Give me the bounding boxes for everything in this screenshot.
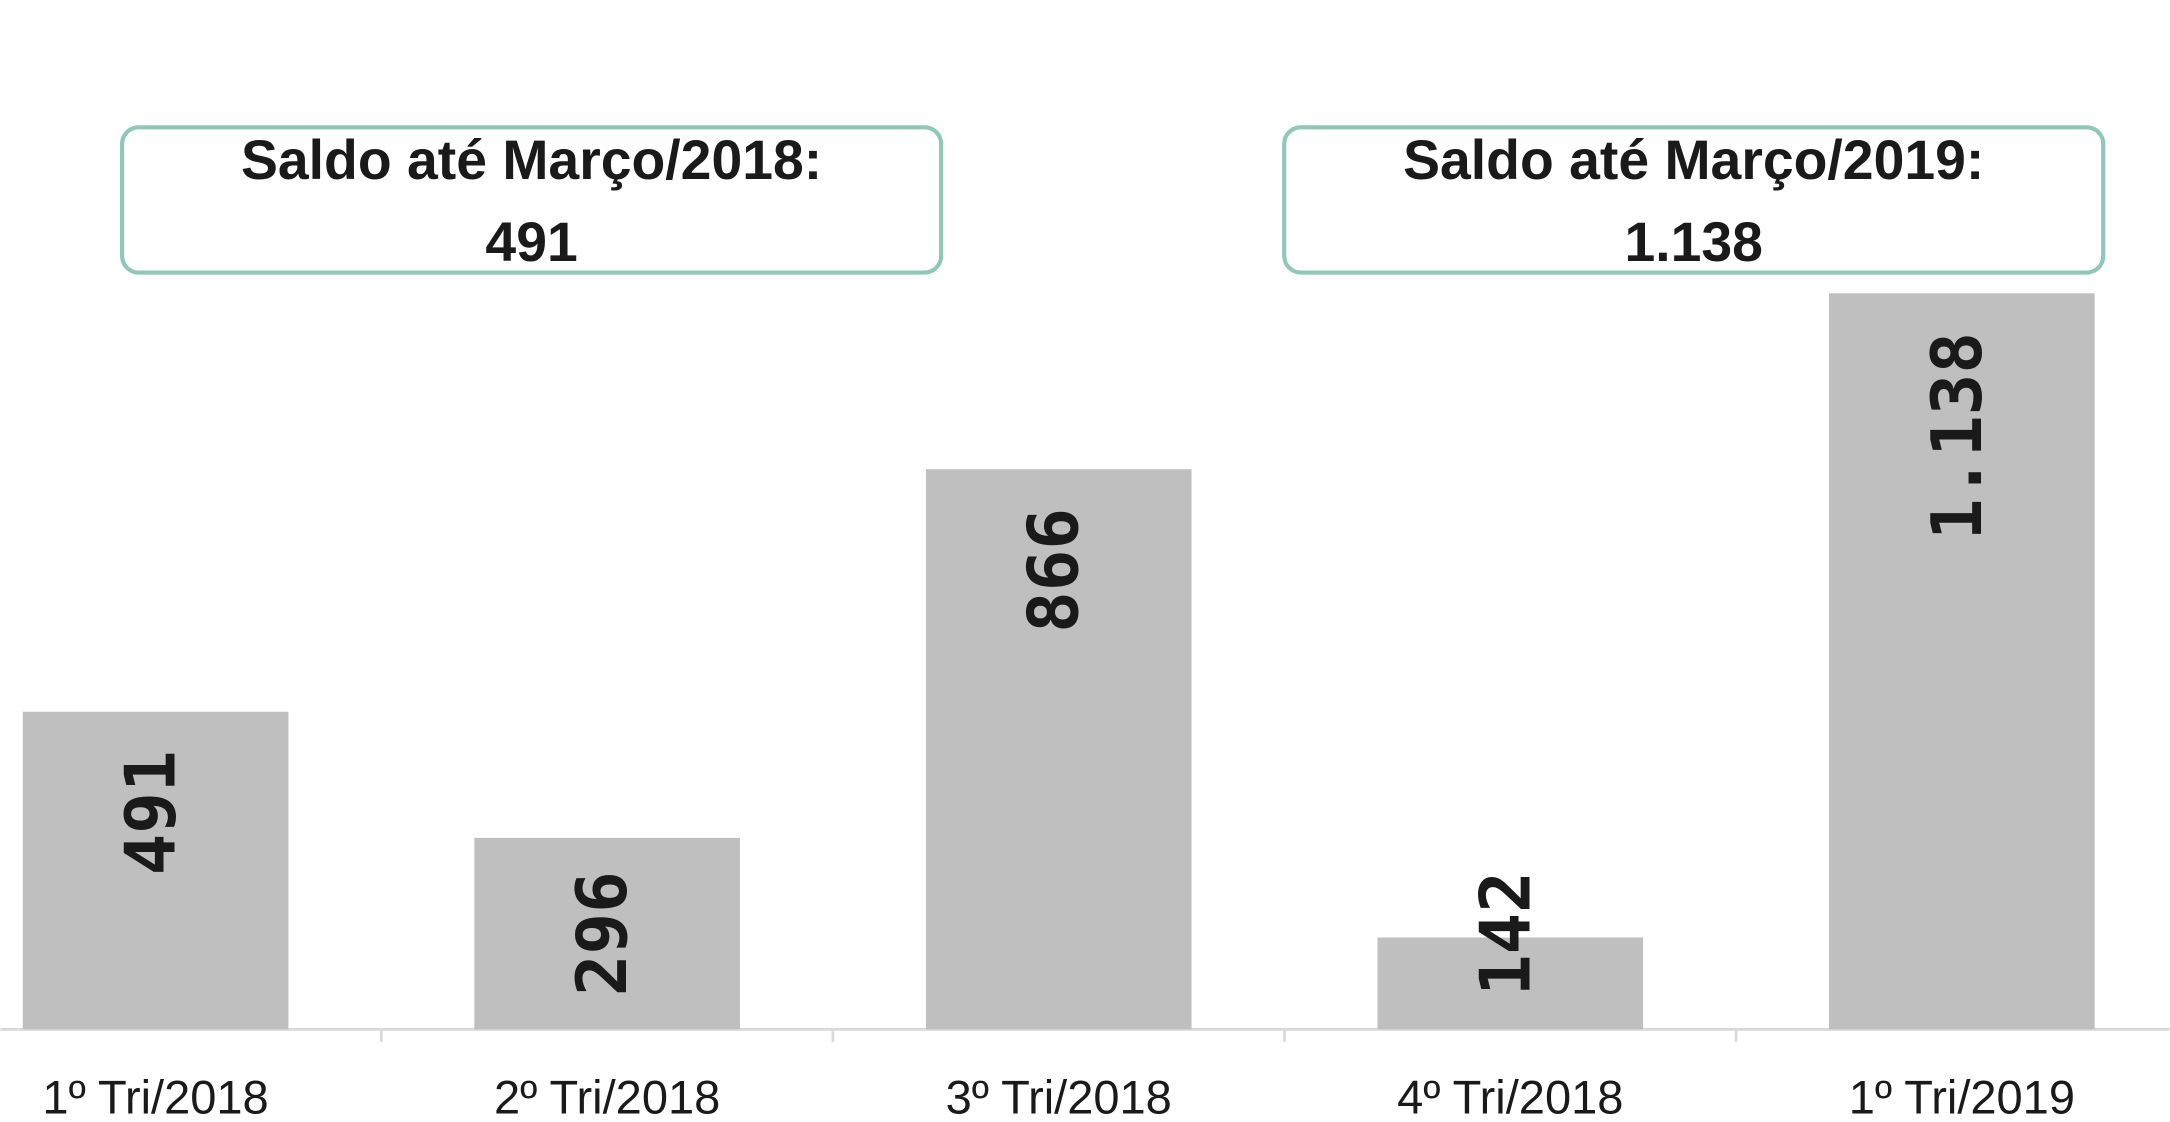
x-tick-label: 2º Tri/2018 [494, 1071, 720, 1122]
x-tick-label: 1º Tri/2019 [1849, 1071, 2075, 1122]
value-label: 866 [1015, 508, 1095, 633]
value-label: 142 [1466, 871, 1546, 996]
x-tick-label: 4º Tri/2018 [1397, 1071, 1623, 1122]
annotation-text: Saldo até Março/2019: [1403, 129, 1984, 191]
value-label: 1.138 [1918, 332, 1998, 540]
annotation-text: 491 [485, 211, 577, 273]
bar [474, 837, 740, 1030]
bar [22, 711, 289, 1030]
annotation-box [1282, 125, 2106, 275]
bar [1829, 293, 2095, 1030]
annotation-text: 1.138 [1624, 211, 1762, 273]
value-label: 296 [563, 871, 643, 996]
bar [925, 469, 1192, 1030]
annotation-text: Saldo até Março/2018: [241, 129, 822, 191]
bar [1377, 937, 1644, 1030]
value-label: 491 [112, 750, 192, 875]
annotation-box [120, 125, 944, 275]
x-tick-label: 1º Tri/2018 [42, 1071, 268, 1122]
x-tick-label: 3º Tri/2018 [946, 1071, 1172, 1122]
